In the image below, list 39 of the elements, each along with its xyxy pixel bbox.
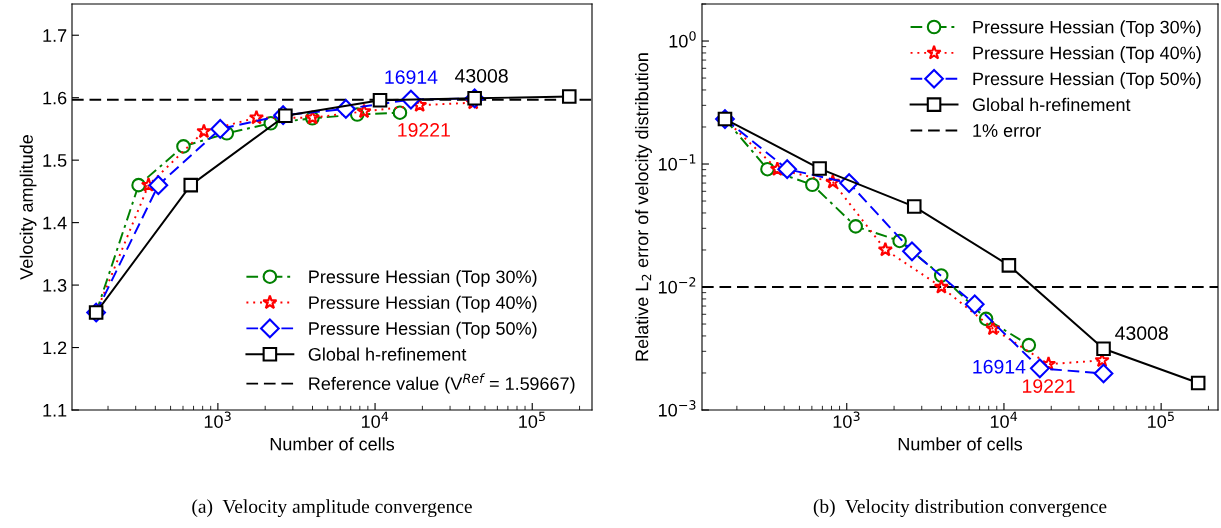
x-tick-label: 10$^{4}$ [361, 411, 389, 428]
y-tick-label: 1.3 [43, 279, 67, 292]
text: (b) Velocity distribution convergence [813, 499, 1107, 518]
annotation: 16914 [385, 70, 438, 84]
x-tick-label: 10$^{3}$ [204, 411, 231, 428]
x-tick-label: 10$^{4}$ [990, 411, 1018, 428]
y-tick-label: 1.5 [43, 154, 67, 167]
y-tick-label: 1.4 [43, 216, 67, 230]
legend-label: Global h-refinement [308, 347, 467, 361]
y-tick-label: 1.1 [43, 404, 67, 417]
legend-label: Reference value (V$^{Ref}$ = 1.59667) [309, 373, 575, 394]
x-axis-title: Number of cells [270, 437, 395, 451]
y-tick-label: 10$^{−2}$ [658, 277, 696, 294]
legend-label: Pressure Hessian (Top 50%) [973, 71, 1201, 89]
annotation: 43008 [1115, 326, 1168, 341]
legend-label: Pressure Hessian (Top 40%) [309, 295, 537, 313]
legend-label: Pressure Hessian (Top 40%) [973, 46, 1201, 63]
legend-label: 1% error [973, 124, 1041, 137]
y-tick-label: 1.7 [43, 29, 67, 42]
legend-label: Pressure Hessian (Top 30%) [973, 20, 1201, 38]
y-axis-title: Velocity amplitude [19, 135, 37, 280]
y-tick-label: 1.2 [43, 341, 67, 355]
x-tick-label: 10$^{5}$ [1148, 411, 1174, 428]
y-tick-label: 10$^{0}$ [669, 31, 696, 48]
text: (a) Velocity amplitude convergence [192, 499, 472, 518]
y-tick-label: 10$^{−1}$ [658, 154, 696, 171]
y-tick-label: 1.6 [43, 91, 67, 105]
annotation: 16914 [973, 359, 1026, 374]
legend-label: Global h-refinement [972, 97, 1131, 112]
y-tick-label: 10$^{−3}$ [658, 400, 696, 417]
x-tick-label: 10$^{3}$ [833, 411, 860, 428]
legend-label: Pressure Hessian (Top 30%) [309, 269, 537, 287]
annotation: 43008 [455, 68, 508, 83]
y-axis-title: Relative L$_{2}$ error of velocity distribution [635, 53, 652, 361]
x-tick-label: 10$^{5}$ [519, 411, 545, 428]
annotation: 19221 [1023, 379, 1075, 393]
x-axis-title: Number of cells [898, 437, 1023, 451]
legend-label: Pressure Hessian (Top 50%) [309, 321, 537, 339]
annotation: 19221 [398, 123, 450, 137]
